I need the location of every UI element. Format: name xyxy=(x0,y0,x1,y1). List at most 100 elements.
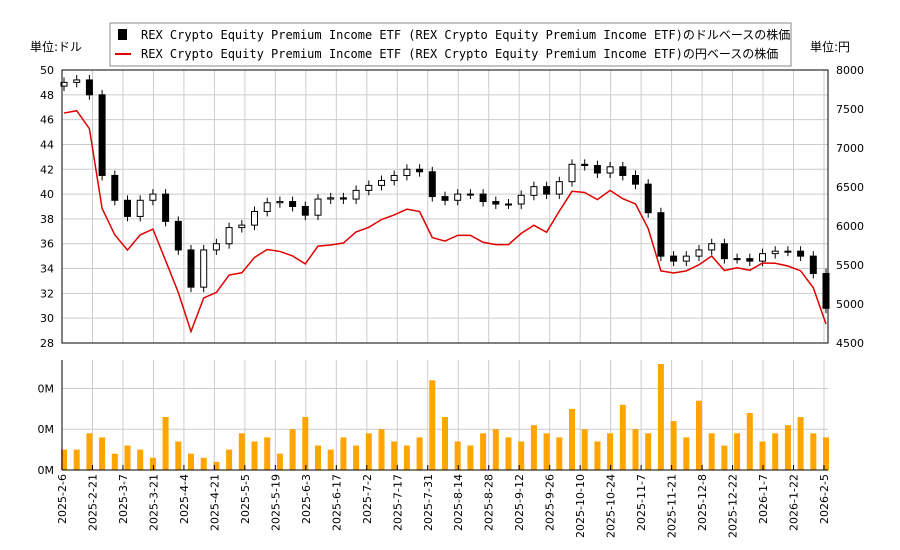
candle-body xyxy=(212,243,220,251)
axes: 2025-2-6 2025-2-21 2025-3-7 2025-3-21 2025-4… xyxy=(38,64,865,538)
candle-body xyxy=(644,183,652,214)
volume-bar xyxy=(530,425,537,470)
right-y-tick-label: 6000 xyxy=(836,220,864,233)
left-y-tick-label: 46 xyxy=(40,114,54,127)
volume-bar xyxy=(467,445,474,470)
left-y-tick-label: 38 xyxy=(40,213,54,226)
x-tick-label: 2025-5-19 xyxy=(269,474,282,531)
volume-bar xyxy=(569,408,575,470)
volume-bar xyxy=(696,400,702,470)
volume-bar xyxy=(645,433,652,470)
x-tick-label: 2025-12-22 xyxy=(727,474,740,538)
candle-body xyxy=(682,255,690,262)
right-y-tick-label: 5500 xyxy=(836,259,864,272)
left-y-tick-label: 36 xyxy=(40,238,54,251)
candle-body xyxy=(619,166,627,176)
candle-body xyxy=(632,174,639,185)
volume-bar xyxy=(594,441,601,470)
x-tick-label: 2025-10-10 xyxy=(574,474,587,538)
volume-bar xyxy=(289,429,296,470)
candle-body xyxy=(200,249,208,288)
candle-body xyxy=(733,258,741,261)
volume-bar xyxy=(746,412,753,470)
candle-body xyxy=(314,198,322,216)
candle-body xyxy=(479,193,487,203)
volume-bar xyxy=(137,449,144,470)
candle-body xyxy=(441,196,449,201)
candle-body xyxy=(428,171,436,198)
volume-bar xyxy=(403,445,410,470)
volume-bar xyxy=(492,429,499,470)
x-tick-label: 2025-7-31 xyxy=(422,474,435,531)
volume-bar xyxy=(327,449,334,470)
candle-body xyxy=(263,202,271,212)
volume-bar xyxy=(581,429,588,470)
left-y-tick-label: 42 xyxy=(40,163,54,176)
volume-bar xyxy=(505,437,512,470)
left-y-tick-label: 50 xyxy=(40,64,54,77)
candle-body xyxy=(98,94,106,176)
volume-y-tick-label: 0M xyxy=(38,382,55,395)
candle-body xyxy=(73,79,81,83)
volume-bar xyxy=(442,417,448,470)
x-tick-label: 2025-2-6 xyxy=(56,474,69,524)
candle-body xyxy=(784,250,792,253)
x-tick-label: 2025-3-7 xyxy=(117,474,130,524)
left-y-tick-label: 30 xyxy=(40,312,54,325)
candle-body xyxy=(162,193,170,222)
volume-bar xyxy=(657,364,664,470)
right-y-tick-label: 4500 xyxy=(836,337,864,350)
candle-body xyxy=(708,243,716,251)
x-tick-label: 2025-10-24 xyxy=(605,474,618,538)
left-y-tick-label: 34 xyxy=(40,263,54,276)
volume-bar xyxy=(683,437,690,470)
volume-bar xyxy=(340,437,347,470)
candle-body xyxy=(517,194,525,205)
volume-bar xyxy=(99,437,106,470)
volume-bar xyxy=(251,441,258,470)
x-tick-label: 2025-12-8 xyxy=(696,474,709,531)
volume-bar xyxy=(162,417,169,470)
candle-body xyxy=(174,220,182,251)
right-y-tick-label: 7500 xyxy=(836,103,864,116)
yen-price-line xyxy=(63,109,827,334)
candle-body xyxy=(187,249,195,288)
left-unit-label: 単位:ドル xyxy=(30,39,82,54)
volume-bar xyxy=(61,449,67,470)
candle-body xyxy=(124,199,131,217)
candle-body xyxy=(149,193,157,201)
candle-body xyxy=(555,181,563,195)
volume-bar xyxy=(264,437,271,470)
volume-bar xyxy=(518,441,525,470)
volume-bar xyxy=(556,437,563,470)
candle-body xyxy=(530,186,538,196)
right-y-tick-label: 8000 xyxy=(836,64,864,77)
candle-body xyxy=(378,179,385,186)
x-tick-label: 2025-9-12 xyxy=(513,474,526,531)
volume-bar xyxy=(391,441,398,470)
candle-body xyxy=(251,210,258,226)
x-tick-label: 2025-3-21 xyxy=(147,474,160,531)
candle-body xyxy=(593,165,601,174)
x-tick-label: 2025-7-2 xyxy=(361,474,374,524)
candle-body xyxy=(771,250,779,255)
volume-bar xyxy=(543,433,550,470)
candle-body xyxy=(822,273,830,309)
candle-body xyxy=(657,212,665,257)
candle-body xyxy=(746,258,754,262)
price-plot-frame xyxy=(61,69,829,344)
volume-bar xyxy=(670,421,677,470)
volume-y-tick-label: 0M xyxy=(38,423,55,436)
volume-bar xyxy=(759,441,766,470)
volume-bar xyxy=(200,457,207,470)
legend-yen-label: REX Crypto Equity Premium Income ETF (RE… xyxy=(141,46,778,61)
candle-body xyxy=(492,201,500,205)
volume-bar xyxy=(708,433,715,470)
x-tick-label: 2025-2-21 xyxy=(86,474,99,531)
candle-body xyxy=(390,174,398,181)
x-tick-label: 2025-4-4 xyxy=(178,474,191,524)
right-y-tick-label: 6500 xyxy=(836,181,864,194)
left-y-tick-label: 44 xyxy=(40,138,54,151)
x-tick-label: 2025-9-26 xyxy=(544,474,557,531)
